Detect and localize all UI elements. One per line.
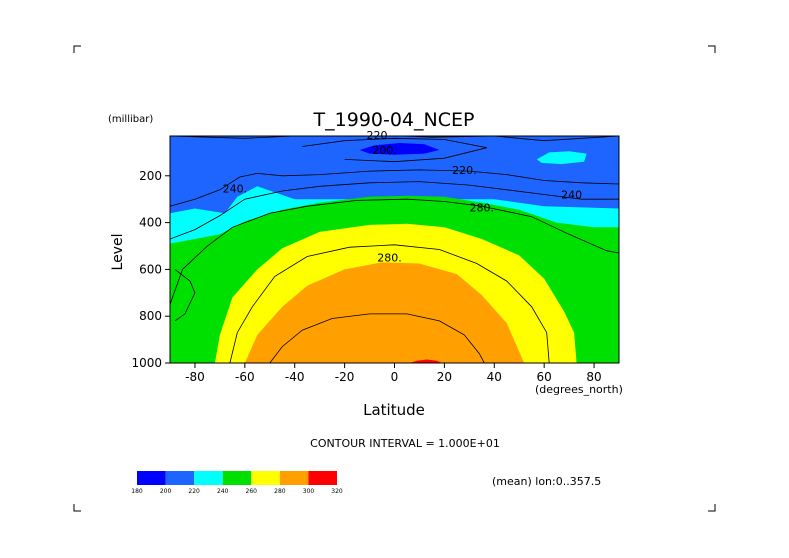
contour-line <box>229 244 550 363</box>
x-tick-label: 80 <box>586 370 601 384</box>
footer-text: (mean) lon:0..357.5 <box>492 475 601 488</box>
contour-lines <box>170 136 619 363</box>
contour-label: 220. <box>452 164 477 177</box>
x-tick-label: -20 <box>335 370 355 384</box>
contour-band-220 <box>536 151 587 165</box>
contour-label: 200. <box>372 144 397 157</box>
contour-band-200 <box>170 136 619 214</box>
x-tick-label: 0 <box>391 370 399 384</box>
y-tick-label: 400 <box>139 216 162 230</box>
colorbar-label: 220 <box>188 488 200 495</box>
x-tick-label: 40 <box>487 370 502 384</box>
contour-line <box>170 198 619 305</box>
contour-interval: CONTOUR INTERVAL = 1.000E+01 <box>310 437 500 450</box>
x-tick-label: -80 <box>185 370 205 384</box>
contour-labels: 220 200. 220. 240. 240 280. 280. <box>223 129 582 265</box>
x-tick-label: 60 <box>537 370 552 384</box>
y-tick-label: 600 <box>139 262 162 276</box>
contour-line <box>170 181 619 240</box>
contour-label: 280. <box>377 252 402 265</box>
contour-line <box>170 136 619 142</box>
colorbar-label: 300 <box>303 488 315 495</box>
x-tick-label: 20 <box>437 370 452 384</box>
contour-line <box>174 269 196 322</box>
contour-line <box>170 169 619 207</box>
contour-band-180 <box>359 143 440 155</box>
colorbar-label: 320 <box>331 488 343 495</box>
colorbar-swatch <box>165 471 195 485</box>
colorbar-label: 280 <box>274 488 286 495</box>
chart-title: T_1990-04_NCEP <box>313 109 475 131</box>
colorbar-swatch <box>279 471 309 485</box>
colorbar-label: 180 <box>131 488 143 495</box>
colorbar-label: 240 <box>217 488 229 495</box>
contour-label: 280. <box>470 201 495 214</box>
colorbar-label: 200 <box>160 488 172 495</box>
colorbar-swatch <box>308 471 337 485</box>
x-axis: -80 -60 -40 -20 0 20 40 60 80 <box>185 363 602 384</box>
contour-fills <box>170 136 619 363</box>
contour-band-280 <box>244 262 525 363</box>
y-axis: 200 400 600 800 1000 <box>131 169 170 370</box>
y-tick-label: 200 <box>139 169 162 183</box>
colorbar-swatch <box>251 471 280 485</box>
contour-label: 240 <box>561 189 582 202</box>
x-axis-label: Latitude <box>363 401 425 419</box>
contour-line <box>302 137 487 163</box>
colorbar-swatch <box>222 471 252 485</box>
contour-line <box>269 313 485 363</box>
y-tick-label: 800 <box>139 309 162 323</box>
colorbar-label: 260 <box>246 488 258 495</box>
y-tick-label: 1000 <box>131 356 162 370</box>
crop-marks <box>73 45 716 512</box>
contour-label: 240. <box>223 183 248 196</box>
colorbar: 180 200 220 240 260 280 300 320 <box>131 471 343 495</box>
contour-band-300 <box>409 359 442 363</box>
y-axis-label: Level <box>110 234 126 271</box>
x-tick-label: -40 <box>285 370 305 384</box>
contour-label: 220 <box>367 129 388 142</box>
y-units: (millibar) <box>108 114 153 125</box>
x-tick-label: -60 <box>235 370 255 384</box>
colorbar-swatch <box>137 471 166 485</box>
x-units: (degrees_north) <box>535 383 623 396</box>
colorbar-swatch <box>194 471 223 485</box>
